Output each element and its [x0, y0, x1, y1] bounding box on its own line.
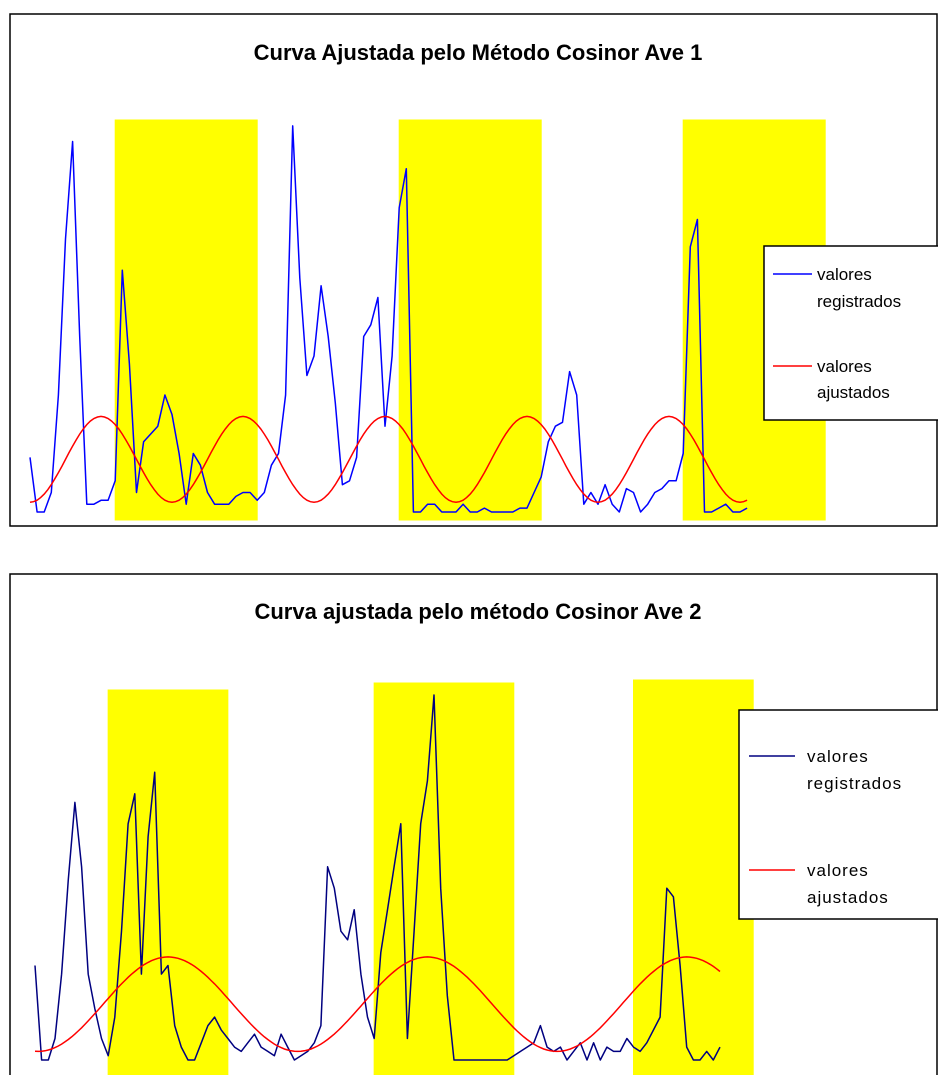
chart-ave-1-bands [115, 120, 825, 520]
band-2-3 [634, 680, 754, 1075]
legend-2-registered-label-1: valores [807, 747, 869, 766]
chart-ave-2: Curva ajustada pelo método Cosinor Ave 2… [0, 560, 938, 1075]
legend-1-registered-label-2: registrados [817, 292, 901, 311]
chart-ave-2-title: Curva ajustada pelo método Cosinor Ave 2 [254, 599, 701, 624]
legend-2-fitted-label-2: ajustados [807, 888, 889, 907]
legend-1-registered-label-1: valores [817, 265, 872, 284]
chart-ave-1-svg: Curva Ajustada pelo Método Cosinor Ave 1… [0, 0, 938, 540]
chart-ave-1: Curva Ajustada pelo Método Cosinor Ave 1… [0, 0, 938, 540]
chart-ave-1-legend: valores registrados valores ajustados [764, 246, 938, 420]
legend-1-fitted-label-1: valores [817, 357, 872, 376]
chart-ave-2-svg: Curva ajustada pelo método Cosinor Ave 2… [0, 560, 938, 1075]
band-2-2 [374, 683, 514, 1075]
legend-1-fitted-label-2: ajustados [817, 383, 890, 402]
legend-2-registered-label-2: registrados [807, 774, 902, 793]
chart-ave-1-title: Curva Ajustada pelo Método Cosinor Ave 1 [254, 40, 703, 65]
chart-ave-2-legend: valores registrados valores ajustados [739, 710, 938, 919]
band-2-1 [108, 690, 228, 1075]
legend-2-fitted-label-1: valores [807, 861, 869, 880]
